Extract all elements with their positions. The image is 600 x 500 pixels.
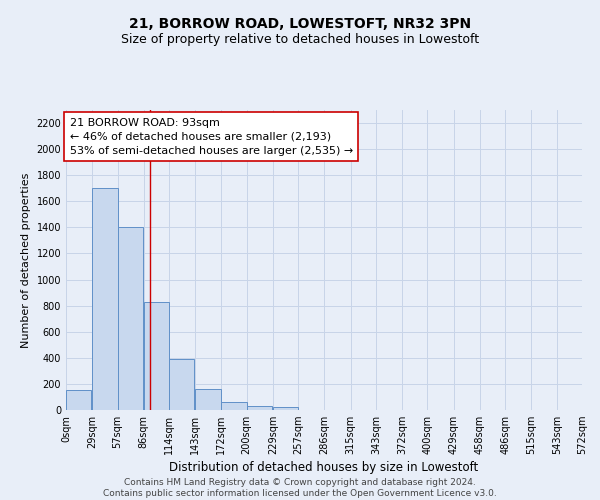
Bar (118, 228, 143, 410)
Bar (273, 408, 298, 410)
Bar (144, 302, 169, 410)
X-axis label: Distribution of detached houses by size in Lowestoft: Distribution of detached houses by size … (169, 462, 479, 474)
Text: 21, BORROW ROAD, LOWESTOFT, NR32 3PN: 21, BORROW ROAD, LOWESTOFT, NR32 3PN (129, 18, 471, 32)
Bar (92, 188, 118, 410)
Text: 21 BORROW ROAD: 93sqm
← 46% of detached houses are smaller (2,193)
53% of semi-d: 21 BORROW ROAD: 93sqm ← 46% of detached … (70, 118, 353, 156)
Bar (247, 406, 272, 410)
Bar (66, 390, 91, 410)
Text: Size of property relative to detached houses in Lowestoft: Size of property relative to detached ho… (121, 32, 479, 46)
Bar (169, 359, 194, 410)
Bar (221, 402, 247, 410)
Y-axis label: Number of detached properties: Number of detached properties (21, 172, 31, 348)
Text: Contains HM Land Registry data © Crown copyright and database right 2024.
Contai: Contains HM Land Registry data © Crown c… (103, 478, 497, 498)
Bar (195, 389, 221, 410)
